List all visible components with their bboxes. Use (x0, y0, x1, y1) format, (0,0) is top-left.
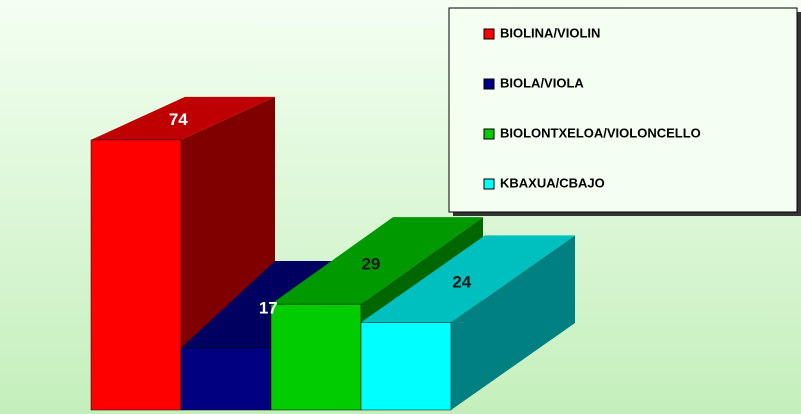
data-label: 74 (169, 110, 188, 129)
data-label: 17 (259, 298, 278, 317)
legend-swatch (483, 78, 495, 90)
bar-top (91, 96, 275, 140)
bar (360, 322, 452, 411)
legend-label: BIOLINA/VIOLIN (500, 25, 600, 40)
legend-box (448, 7, 798, 213)
data-label: 24 (452, 273, 471, 292)
bar (180, 347, 272, 411)
bar (90, 139, 182, 411)
legend-label: BIOLONTXELOA/VIOLONCELLO (500, 125, 701, 140)
bar (270, 303, 362, 411)
bar-top (271, 217, 483, 305)
legend-label: KBAXUA/CBAJO (500, 175, 605, 190)
legend-swatch (483, 28, 495, 40)
legend-label: BIOLA/VIOLA (500, 75, 584, 90)
bar-side (451, 235, 575, 410)
legend-swatch (483, 178, 495, 190)
legend-swatch (483, 128, 495, 140)
data-label: 29 (361, 254, 380, 273)
bar-top (361, 235, 575, 323)
